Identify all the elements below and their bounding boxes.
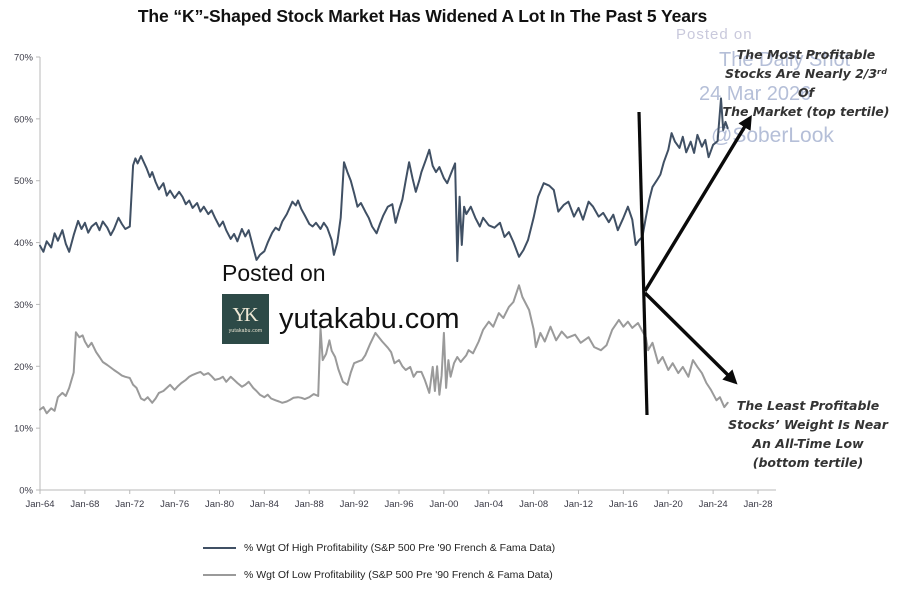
annotation-top-tertile: The Most Profitable Stocks Are Nearly 2/3… bbox=[720, 45, 892, 121]
x-tick-label: Jan-16 bbox=[609, 499, 638, 510]
annotation-line: Stocks’ Weight Is Near bbox=[728, 417, 888, 432]
annotation-line: (bottom tertile) bbox=[752, 455, 864, 470]
x-tick-label: Jan-88 bbox=[295, 499, 324, 510]
y-tick-label: 20% bbox=[14, 362, 34, 373]
legend-swatch-low bbox=[203, 573, 236, 577]
chart-svg: 70%60%50%40%30%20%10%0% Jan-64 Jan-68 Jan-… bbox=[14, 53, 776, 510]
yutakabu-logo: YK yutakabu.com bbox=[222, 294, 269, 344]
high-profitability-line bbox=[39, 97, 729, 263]
watermark-daily-shot: The Daily Shot bbox=[719, 49, 851, 71]
axes bbox=[36, 56, 776, 494]
watermark-posted-on-center: Posted on bbox=[222, 260, 326, 286]
y-tick-label: 60% bbox=[14, 114, 34, 125]
annotation-line: The Least Profitable bbox=[736, 398, 880, 413]
x-tick-label: Jan-80 bbox=[205, 499, 234, 510]
y-tick-label: 70% bbox=[14, 53, 34, 64]
y-axis-labels: 70% 60% 50% 40% 30% 20% 10% 0% bbox=[14, 53, 34, 497]
legend-item-low-profitability: % Wgt Of Low Profitability (S&P 500 Pre … bbox=[203, 568, 555, 582]
low-profitability-line bbox=[39, 284, 729, 415]
x-tick-label: Jan-64 bbox=[25, 499, 54, 510]
x-tick-label: Jan-24 bbox=[699, 499, 728, 510]
legend: % Wgt Of High Profitability (S&P 500 Pre… bbox=[203, 541, 555, 582]
watermark-site-name: yutakabu.com bbox=[279, 302, 460, 335]
y-tick-label: 40% bbox=[14, 238, 34, 249]
x-tick-label: Jan-20 bbox=[654, 499, 683, 510]
watermark-posted-on-top: Posted on bbox=[676, 26, 753, 43]
x-tick-label: Jan-12 bbox=[564, 499, 593, 510]
legend-item-high-profitability: % Wgt Of High Profitability (S&P 500 Pre… bbox=[203, 541, 555, 555]
annotation-line: Stocks Are Nearly 2/3ʳᵈ Of bbox=[725, 66, 887, 100]
annotation-line: An All-Time Low bbox=[752, 436, 864, 451]
legend-swatch-high bbox=[203, 546, 236, 550]
x-tick-label: Jan-76 bbox=[160, 499, 189, 510]
series-lines bbox=[39, 97, 729, 415]
y-tick-label: 10% bbox=[14, 424, 34, 435]
k-up-arrow bbox=[643, 114, 752, 292]
legend-label-high: % Wgt Of High Profitability (S&P 500 Pre… bbox=[244, 542, 556, 554]
yutakabu-logo-monogram: YK bbox=[232, 303, 259, 326]
annotation-line: The Most Profitable bbox=[736, 47, 876, 62]
yutakabu-logo-caption: yutakabu.com bbox=[228, 327, 263, 334]
x-tick-label: Jan-92 bbox=[340, 499, 369, 510]
x-tick-label: Jan-00 bbox=[429, 499, 458, 510]
annotation-line: The Market (top tertile) bbox=[722, 104, 890, 119]
x-tick-label: Jan-08 bbox=[519, 499, 548, 510]
k-vertical-line bbox=[637, 111, 649, 416]
y-tick-label: 0% bbox=[19, 486, 33, 497]
y-tick-label: 30% bbox=[14, 300, 34, 311]
x-tick-label: Jan-96 bbox=[384, 499, 413, 510]
x-tick-label: Jan-28 bbox=[743, 499, 772, 510]
x-tick-label: Jan-04 bbox=[474, 499, 503, 510]
x-tick-label: Jan-72 bbox=[115, 499, 144, 510]
legend-label-low: % Wgt Of Low Profitability (S&P 500 Pre … bbox=[244, 569, 553, 581]
k-down-arrow bbox=[643, 291, 738, 385]
watermark-date: 24 Mar 2026 bbox=[699, 83, 812, 105]
k-annotation bbox=[637, 111, 752, 416]
watermark-yutakabu: Posted on YK yutakabu.com yutakabu.com bbox=[222, 260, 460, 344]
x-tick-label: Jan-84 bbox=[250, 499, 279, 510]
chart-title: The “K”-Shaped Stock Market Has Widened … bbox=[137, 6, 708, 26]
annotation-bottom-tertile: The Least Profitable Stocks’ Weight Is Ne… bbox=[726, 396, 890, 472]
x-tick-label: Jan-68 bbox=[70, 499, 99, 510]
x-axis-labels: Jan-64 Jan-68 Jan-72 Jan-76 Jan-80 Jan-84 Jan-… bbox=[25, 499, 772, 510]
y-tick-label: 50% bbox=[14, 176, 34, 187]
